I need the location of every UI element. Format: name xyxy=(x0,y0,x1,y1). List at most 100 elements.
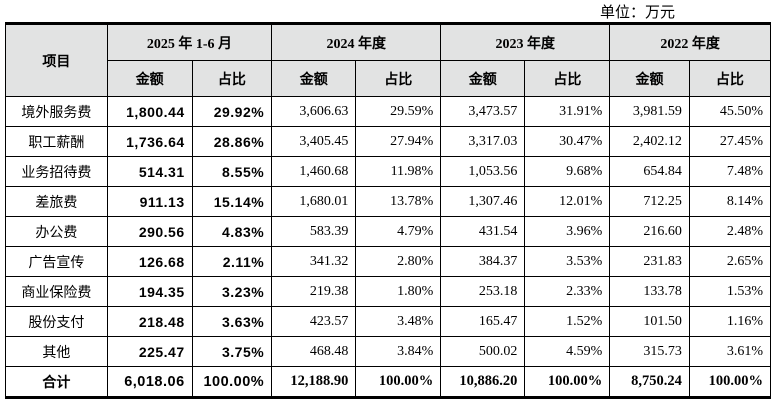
row-item-label: 合计 xyxy=(5,366,108,398)
ratio-cell: 4.79% xyxy=(355,216,442,247)
amount-cell: 231.83 xyxy=(609,246,690,277)
header-amount: 金额 xyxy=(609,60,690,97)
ratio-cell: 4.59% xyxy=(524,336,611,367)
ratio-cell: 11.98% xyxy=(355,156,442,187)
amount-cell: 3,981.59 xyxy=(609,96,690,127)
amount-cell: 468.48 xyxy=(271,336,357,367)
amount-cell: 1,307.46 xyxy=(440,186,526,217)
table-row: 业务招待费 514.31 8.55% 1,460.68 11.98% 1,053.56 9.… xyxy=(5,156,772,187)
amount-cell: 423.57 xyxy=(271,306,357,337)
table-row: 商业保险费 194.35 3.23% 219.38 1.80% 253.18 2.33% 13… xyxy=(5,276,772,307)
amount-cell: 194.35 xyxy=(106,276,193,307)
table-header: 项目 2025 年 1-6 月 2024 年度 2023 年度 2022 年度 金额占… xyxy=(5,23,772,97)
row-item-label: 办公费 xyxy=(5,216,108,247)
amount-cell: 654.84 xyxy=(609,156,690,187)
ratio-cell: 3.53% xyxy=(524,246,611,277)
amount-cell: 514.31 xyxy=(106,156,193,187)
header-amount: 金额 xyxy=(440,60,526,97)
row-item-label: 广告宣传 xyxy=(5,246,108,277)
header-period: 2025 年 1-6 月 xyxy=(106,23,273,61)
header-period: 2024 年度 xyxy=(271,23,442,61)
row-item-label: 差旅费 xyxy=(5,186,108,217)
ratio-cell: 4.83% xyxy=(191,216,273,247)
table-row: 广告宣传 126.68 2.11% 341.32 2.80% 384.37 3.53% 231… xyxy=(5,246,772,277)
amount-cell: 341.32 xyxy=(271,246,357,277)
amount-cell: 1,053.56 xyxy=(440,156,526,187)
table-row: 差旅费 911.13 15.14% 1,680.01 13.78% 1,307.46 12.… xyxy=(5,186,772,217)
expense-table: 项目 2025 年 1-6 月 2024 年度 2023 年度 2022 年度 金额占… xyxy=(5,22,772,399)
ratio-cell: 3.75% xyxy=(191,336,273,367)
amount-cell: 8,750.24 xyxy=(609,366,690,398)
ratio-cell: 100.00% xyxy=(355,366,442,398)
amount-cell: 431.54 xyxy=(440,216,526,247)
ratio-cell: 8.55% xyxy=(191,156,273,187)
ratio-cell: 28.86% xyxy=(191,126,273,157)
ratio-cell: 27.94% xyxy=(355,126,442,157)
total-row: 合计 6,018.06 100.00% 12,188.90 100.00% 10,886.… xyxy=(5,366,772,398)
row-item-label: 商业保险费 xyxy=(5,276,108,307)
ratio-cell: 2.33% xyxy=(524,276,611,307)
amount-cell: 1,800.44 xyxy=(106,96,193,127)
amount-cell: 3,405.45 xyxy=(271,126,357,157)
ratio-cell: 3.61% xyxy=(688,336,772,367)
ratio-cell: 2.11% xyxy=(191,246,273,277)
amount-cell: 3,473.57 xyxy=(440,96,526,127)
table-row: 职工薪酬 1,736.64 28.86% 3,405.45 27.94% 3,317.03… xyxy=(5,126,772,157)
ratio-cell: 3.84% xyxy=(355,336,442,367)
ratio-cell: 30.47% xyxy=(524,126,611,157)
header-ratio: 占比 xyxy=(524,60,611,97)
ratio-cell: 1.52% xyxy=(524,306,611,337)
amount-cell: 1,460.68 xyxy=(271,156,357,187)
ratio-cell: 3.23% xyxy=(191,276,273,307)
ratio-cell: 15.14% xyxy=(191,186,273,217)
table-body: 境外服务费 1,800.44 29.92% 3,606.63 29.59% 3,473.5… xyxy=(5,96,772,398)
ratio-cell: 2.80% xyxy=(355,246,442,277)
ratio-cell: 9.68% xyxy=(524,156,611,187)
amount-cell: 12,188.90 xyxy=(271,366,357,398)
header-period: 2023 年度 xyxy=(440,23,611,61)
header-ratio: 占比 xyxy=(688,60,772,97)
row-item-label: 境外服务费 xyxy=(5,96,108,127)
amount-cell: 126.68 xyxy=(106,246,193,277)
row-item-label: 股份支付 xyxy=(5,306,108,337)
row-item-label: 职工薪酬 xyxy=(5,126,108,157)
amount-cell: 1,736.64 xyxy=(106,126,193,157)
table-row: 其他 225.47 3.75% 468.48 3.84% 500.02 4.59% 315.7… xyxy=(5,336,772,367)
table-row: 境外服务费 1,800.44 29.92% 3,606.63 29.59% 3,473.5… xyxy=(5,96,772,127)
header-item-column: 项目 xyxy=(5,23,108,97)
amount-cell: 2,402.12 xyxy=(609,126,690,157)
ratio-cell: 27.45% xyxy=(688,126,772,157)
amount-cell: 500.02 xyxy=(440,336,526,367)
ratio-cell: 45.50% xyxy=(688,96,772,127)
header-amount: 金额 xyxy=(106,60,193,97)
ratio-cell: 3.48% xyxy=(355,306,442,337)
header-ratio: 占比 xyxy=(191,60,273,97)
ratio-cell: 1.80% xyxy=(355,276,442,307)
amount-cell: 315.73 xyxy=(609,336,690,367)
ratio-cell: 1.16% xyxy=(688,306,772,337)
ratio-cell: 29.92% xyxy=(191,96,273,127)
amount-cell: 3,606.63 xyxy=(271,96,357,127)
row-item-label: 其他 xyxy=(5,336,108,367)
header-row-periods: 项目 2025 年 1-6 月 2024 年度 2023 年度 2022 年度 xyxy=(5,23,771,97)
header-ratio: 占比 xyxy=(355,60,442,97)
table-row: 办公费 290.56 4.83% 583.39 4.79% 431.54 3.96% 216.… xyxy=(5,216,772,247)
ratio-cell: 3.96% xyxy=(524,216,611,247)
header-row-sub: 金额 占比 金额 占比 金额 占比 金额 占比 xyxy=(6,60,772,97)
ratio-cell: 3.63% xyxy=(191,306,273,337)
row-item-label: 业务招待费 xyxy=(5,156,108,187)
ratio-cell: 12.01% xyxy=(524,186,611,217)
ratio-cell: 29.59% xyxy=(355,96,442,127)
amount-cell: 225.47 xyxy=(106,336,193,367)
amount-cell: 6,018.06 xyxy=(106,366,193,398)
header-amount: 金额 xyxy=(271,60,357,97)
amount-cell: 216.60 xyxy=(609,216,690,247)
amount-cell: 583.39 xyxy=(271,216,357,247)
ratio-cell: 7.48% xyxy=(688,156,772,187)
amount-cell: 165.47 xyxy=(440,306,526,337)
unit-label: 单位：万元 xyxy=(600,5,676,21)
ratio-cell: 8.14% xyxy=(688,186,772,217)
ratio-cell: 1.53% xyxy=(688,276,772,307)
amount-cell: 218.48 xyxy=(106,306,193,337)
